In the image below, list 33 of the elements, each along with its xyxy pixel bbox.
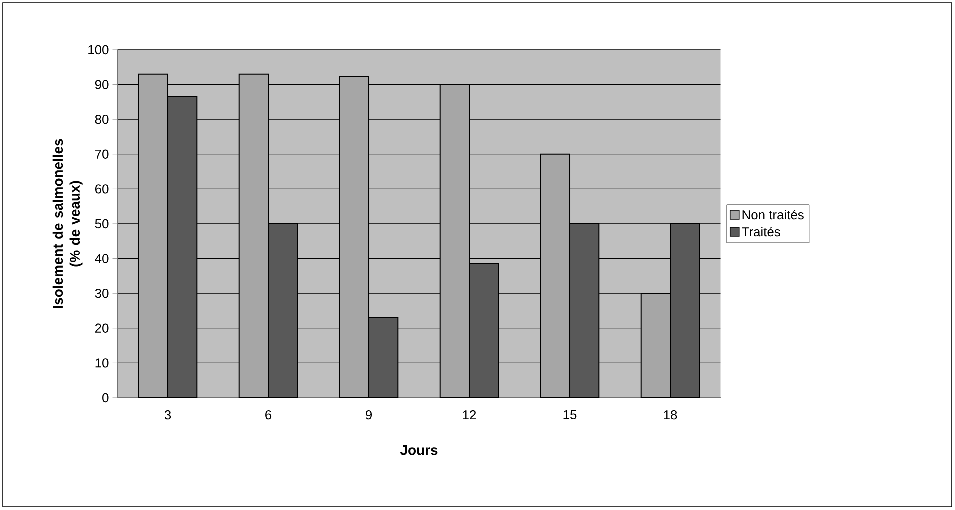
y-tick-label: 40 — [95, 254, 109, 264]
x-tick-label: 15 — [564, 410, 577, 420]
x-tick-label: 9 — [366, 410, 372, 420]
bar — [138, 74, 169, 398]
x-tick-label: 18 — [664, 410, 678, 420]
x-tick-label: 6 — [266, 410, 272, 420]
x-tick-label: 12 — [463, 410, 476, 420]
legend-label: Traités — [742, 226, 780, 237]
y-tick-label: 70 — [96, 150, 109, 159]
y-tick-label: 80 — [95, 115, 109, 124]
bar — [570, 223, 600, 398]
bar — [339, 76, 370, 398]
y-tick-label: 50 — [95, 219, 109, 229]
bar — [540, 154, 571, 398]
bar — [469, 264, 500, 398]
legend-label: Non traités — [742, 210, 804, 220]
y-tick-label: 20 — [95, 324, 109, 333]
bar — [440, 84, 470, 398]
y-tick-label: 10 — [96, 358, 109, 368]
bar — [368, 317, 399, 398]
x-tick-label: 3 — [164, 410, 172, 420]
x-axis-title: Jours — [400, 446, 438, 456]
bar — [670, 223, 700, 398]
y-tick-label: 60 — [95, 184, 109, 194]
y-axis-title: Isolement de salmonelles (% de veaux) — [52, 139, 83, 308]
bar — [268, 223, 298, 398]
bar — [238, 74, 270, 398]
y-tick-label: 30 — [95, 288, 109, 298]
bar — [640, 293, 672, 398]
y-tick-label: 90 — [95, 80, 109, 90]
y-tick-label: 0 — [102, 393, 109, 403]
bar — [168, 96, 198, 398]
y-tick-label: 100 — [88, 45, 109, 55]
